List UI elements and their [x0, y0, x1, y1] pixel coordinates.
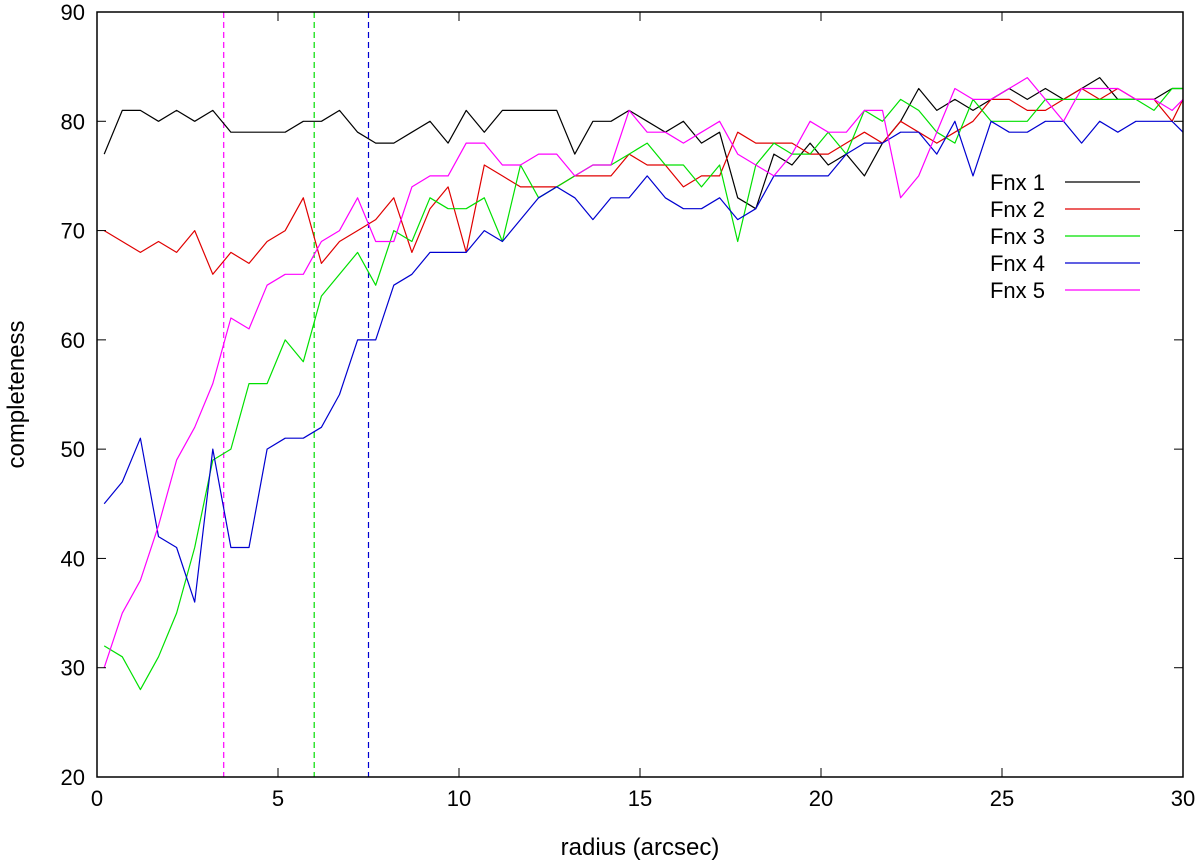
x-tick-label-4: 20 — [809, 786, 833, 811]
y-axis: 20 30 40 50 60 70 80 90 — [61, 0, 1183, 790]
legend-label-1: Fnx 1 — [990, 170, 1045, 195]
series-lines — [103, 76, 1184, 691]
x-tick-label-5: 25 — [990, 786, 1014, 811]
x-axis: 0 5 10 15 20 25 30 — [91, 12, 1195, 811]
legend-label-3: Fnx 3 — [990, 224, 1045, 249]
y-tick-label-2: 40 — [61, 546, 85, 571]
y-tick-label-6: 80 — [61, 109, 85, 134]
series-line-3 — [103, 87, 1183, 691]
x-tick-label-3: 15 — [628, 786, 652, 811]
y-tick-label-4: 60 — [61, 328, 85, 353]
y-tick-label-1: 30 — [61, 656, 85, 681]
x-tick-label-2: 10 — [447, 786, 471, 811]
y-tick-label-3: 50 — [61, 437, 85, 462]
series-line-4 — [103, 120, 1184, 603]
legend-label-2: Fnx 2 — [990, 197, 1045, 222]
x-tick-label-0: 0 — [91, 786, 103, 811]
series-line-5 — [103, 76, 1184, 668]
y-tick-label-0: 20 — [61, 765, 85, 790]
x-tick-label-1: 5 — [272, 786, 284, 811]
x-axis-title: radius (arcsec) — [561, 834, 720, 861]
y-axis-title: completeness — [3, 320, 30, 468]
legend-label-5: Fnx 5 — [990, 278, 1045, 303]
y-tick-label-7: 90 — [61, 0, 85, 25]
reference-lines — [223, 12, 370, 777]
legend-label-4: Fnx 4 — [990, 251, 1045, 276]
y-tick-label-5: 70 — [61, 219, 85, 244]
series-line-2 — [103, 87, 1184, 275]
plot-frame — [96, 11, 1184, 778]
x-tick-label-6: 30 — [1171, 786, 1195, 811]
